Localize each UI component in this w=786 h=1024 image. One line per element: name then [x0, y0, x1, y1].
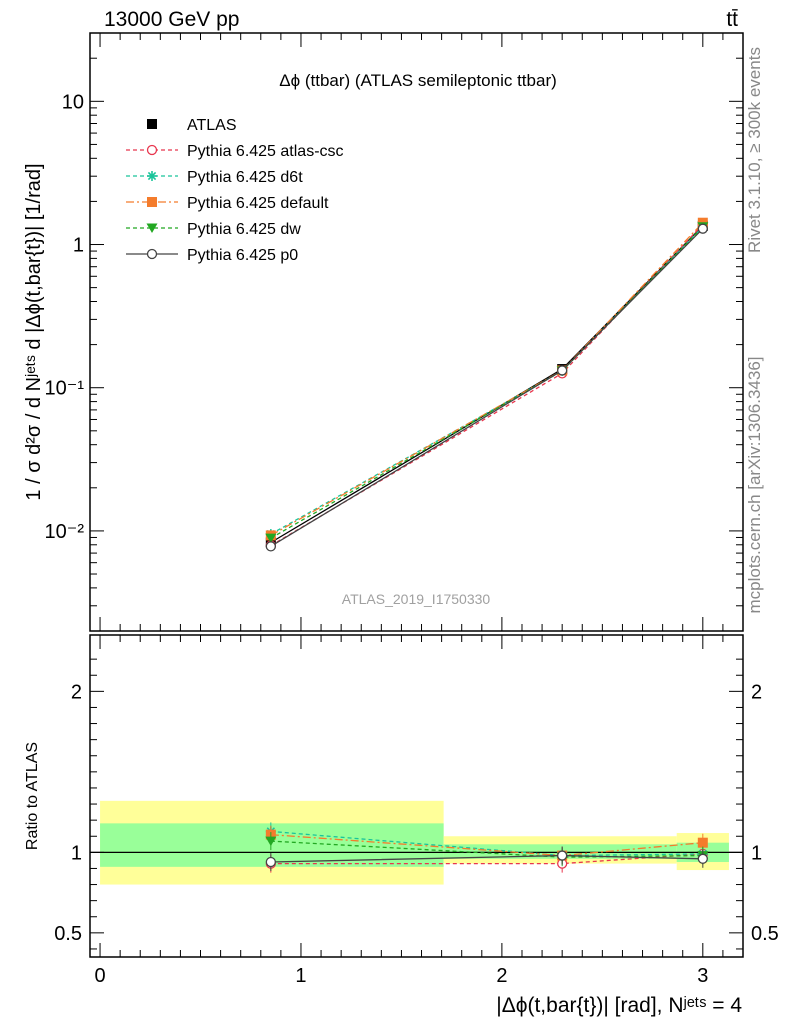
legend-marker-0	[147, 119, 157, 129]
ratio-point-series-4-0	[265, 856, 276, 868]
legend-label-0: ATLAS	[187, 117, 237, 134]
legend-marker-4	[146, 223, 158, 233]
ratio-uncertainty-bands	[90, 800, 743, 885]
main-plot-frame	[89, 32, 744, 632]
ratio-y-axis-label: Ratio to ATLAS	[24, 742, 41, 850]
main-line-series-1	[270, 224, 704, 547]
legend-label-1: Pythia 6.425 atlas-csc	[187, 143, 344, 160]
ratio-y-tick-label-left-0: 0.5	[54, 923, 82, 945]
main-point-series-5-1	[557, 365, 568, 376]
ratio-point-series-2-2	[697, 837, 708, 848]
main-line-series-4	[270, 226, 704, 539]
legend-marker-2	[147, 171, 157, 181]
legend-label-5: Pythia 6.425 p0	[187, 247, 298, 264]
ratio-y-tick-label-left-1: 1	[71, 842, 82, 864]
legend-marker-3	[147, 197, 157, 207]
main-y-tick-label-2: 1	[73, 235, 84, 257]
main-series-group	[265, 217, 709, 552]
chart-title: Δϕ (ttbar) (ATLAS semileptonic ttbar)	[279, 71, 557, 90]
main-point-series-5-2	[697, 223, 708, 234]
ratio-point-series-4-1	[557, 850, 568, 861]
legend-label-2: Pythia 6.425 d6t	[187, 169, 303, 186]
ratio-y-tick-label-left-2: 2	[71, 681, 82, 703]
ratio-point-series-4-2	[697, 853, 708, 864]
ratio-y-tick-label-right-2: 2	[751, 681, 762, 703]
main-line-series-2	[270, 226, 704, 535]
analysis-watermark: ATLAS_2019_I1750330	[342, 591, 491, 607]
legend-marker-5	[146, 248, 158, 260]
legend-marker-1	[146, 144, 158, 156]
main-y-tick-label-0: 10⁻²	[45, 521, 85, 543]
x-tick-label-3: 3	[697, 965, 708, 987]
rivet-version-label: Rivet 3.1.10, ≥ 300k events	[745, 47, 764, 253]
main-y-tick-label-3: 10	[62, 91, 84, 113]
main-line-series-3	[270, 222, 704, 536]
legend-marker-2-stroke-3	[147, 171, 157, 181]
ratio-y-tick-label-right-0: 0.5	[751, 923, 779, 945]
main-y-tick-label-1: 10⁻¹	[45, 378, 85, 400]
main-y-axis-label: 1 / σ d²σ / d Nʲᵉᵗˢ d |Δϕ(t,bar{t})| [1/…	[23, 163, 45, 500]
main-point-series-4-0	[265, 533, 277, 544]
legend-label-4: Pythia 6.425 dw	[187, 221, 301, 238]
ratio-y-tick-label-right-1: 1	[751, 842, 762, 864]
ratio-axis-ticks: 0.5 0.5 1 1 2 2 0 1 2 3	[54, 635, 779, 987]
main-axis-ticks: 10⁻² 10⁻¹ 1 10	[45, 32, 743, 632]
ratio-series-group	[265, 822, 709, 873]
ratio-line-series-3	[270, 840, 703, 858]
main-point-series-5-0	[265, 541, 276, 552]
legend-label-3: Pythia 6.425 default	[187, 195, 329, 212]
legend: ATLAS Pythia 6.425 atlas-csc Pythia 6.425 …	[126, 117, 344, 264]
process-label: tt̄	[726, 8, 738, 31]
mcplots-label: mcplots.cern.ch [arXiv:1306.3436]	[745, 356, 764, 613]
ratio-point-series-3-0	[265, 836, 277, 847]
main-line-series-0	[270, 225, 704, 544]
x-tick-label-2: 2	[496, 965, 507, 987]
x-axis-label: |Δϕ(t,bar{t})| [rad], Nʲᵉᵗˢ = 4	[496, 994, 742, 1017]
main-line-series-5	[270, 228, 704, 547]
energy-label: 13000 GeV pp	[104, 8, 239, 31]
x-tick-label-1: 1	[295, 965, 306, 987]
x-tick-label-0: 0	[94, 965, 105, 987]
ratio-plot-frame	[89, 634, 744, 958]
ratio-line-series-1	[270, 830, 703, 857]
